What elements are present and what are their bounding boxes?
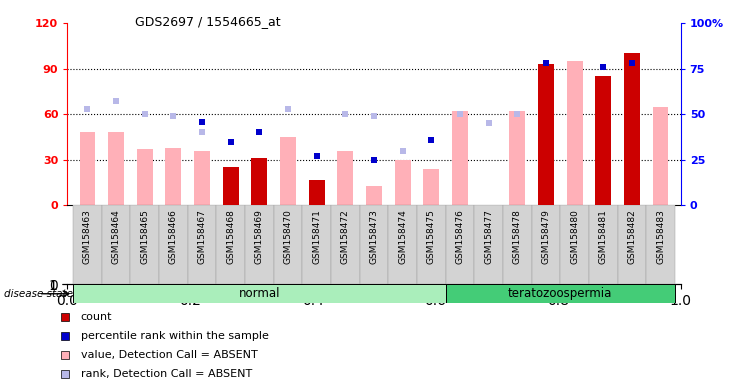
Text: GSM158483: GSM158483: [656, 209, 665, 264]
Bar: [509, 111, 525, 205]
Bar: [474, 205, 503, 284]
Text: GSM158480: GSM158480: [570, 209, 579, 264]
Bar: [503, 205, 532, 284]
Text: GSM158474: GSM158474: [398, 209, 407, 264]
Text: GSM158464: GSM158464: [111, 209, 120, 264]
Bar: [302, 205, 331, 284]
Bar: [360, 205, 388, 284]
Bar: [274, 205, 302, 284]
Bar: [560, 205, 589, 284]
Bar: [188, 205, 216, 284]
Text: GDS2697 / 1554665_at: GDS2697 / 1554665_at: [135, 15, 280, 28]
Text: GSM158470: GSM158470: [283, 209, 292, 264]
Bar: [337, 151, 353, 205]
Bar: [102, 205, 130, 284]
Text: value, Detection Call = ABSENT: value, Detection Call = ABSENT: [81, 350, 257, 360]
Bar: [388, 205, 417, 284]
Bar: [618, 205, 646, 284]
Bar: [73, 205, 102, 284]
Text: GSM158469: GSM158469: [255, 209, 264, 264]
Text: GSM158476: GSM158476: [456, 209, 465, 264]
Bar: [216, 205, 245, 284]
Text: GSM158467: GSM158467: [197, 209, 206, 264]
Bar: [331, 205, 360, 284]
Text: count: count: [81, 312, 112, 322]
Text: teratozoospermia: teratozoospermia: [508, 287, 613, 300]
Text: GSM158477: GSM158477: [484, 209, 493, 264]
Bar: [567, 61, 583, 205]
Text: GSM158479: GSM158479: [542, 209, 551, 264]
Text: normal: normal: [239, 287, 280, 300]
Text: GSM158468: GSM158468: [226, 209, 235, 264]
Text: GSM158475: GSM158475: [427, 209, 436, 264]
Bar: [366, 186, 382, 205]
Text: GSM158472: GSM158472: [341, 209, 350, 264]
Text: GSM158466: GSM158466: [169, 209, 178, 264]
Bar: [423, 169, 439, 205]
Bar: [646, 205, 675, 284]
Bar: [595, 76, 611, 205]
Bar: [194, 151, 210, 205]
Bar: [446, 284, 675, 303]
Bar: [73, 284, 446, 303]
Text: GSM158482: GSM158482: [628, 209, 637, 264]
Text: GSM158463: GSM158463: [83, 209, 92, 264]
Bar: [159, 205, 188, 284]
Bar: [245, 205, 274, 284]
Bar: [130, 205, 159, 284]
Bar: [538, 64, 554, 205]
Text: GSM158465: GSM158465: [140, 209, 149, 264]
Bar: [624, 53, 640, 205]
Text: percentile rank within the sample: percentile rank within the sample: [81, 331, 269, 341]
Text: GSM158481: GSM158481: [599, 209, 608, 264]
Text: rank, Detection Call = ABSENT: rank, Detection Call = ABSENT: [81, 369, 252, 379]
Bar: [108, 132, 124, 205]
Bar: [452, 111, 468, 205]
Bar: [251, 158, 267, 205]
Bar: [653, 107, 669, 205]
Bar: [165, 148, 181, 205]
Text: GSM158471: GSM158471: [312, 209, 321, 264]
Bar: [280, 137, 296, 205]
Bar: [532, 205, 560, 284]
Bar: [589, 205, 618, 284]
Bar: [79, 132, 95, 205]
Bar: [417, 205, 446, 284]
Bar: [395, 160, 411, 205]
Text: GSM158478: GSM158478: [513, 209, 522, 264]
Bar: [309, 180, 325, 205]
Bar: [223, 167, 239, 205]
Bar: [446, 205, 474, 284]
Text: disease state: disease state: [4, 289, 73, 299]
Bar: [137, 149, 153, 205]
Text: GSM158473: GSM158473: [370, 209, 378, 264]
